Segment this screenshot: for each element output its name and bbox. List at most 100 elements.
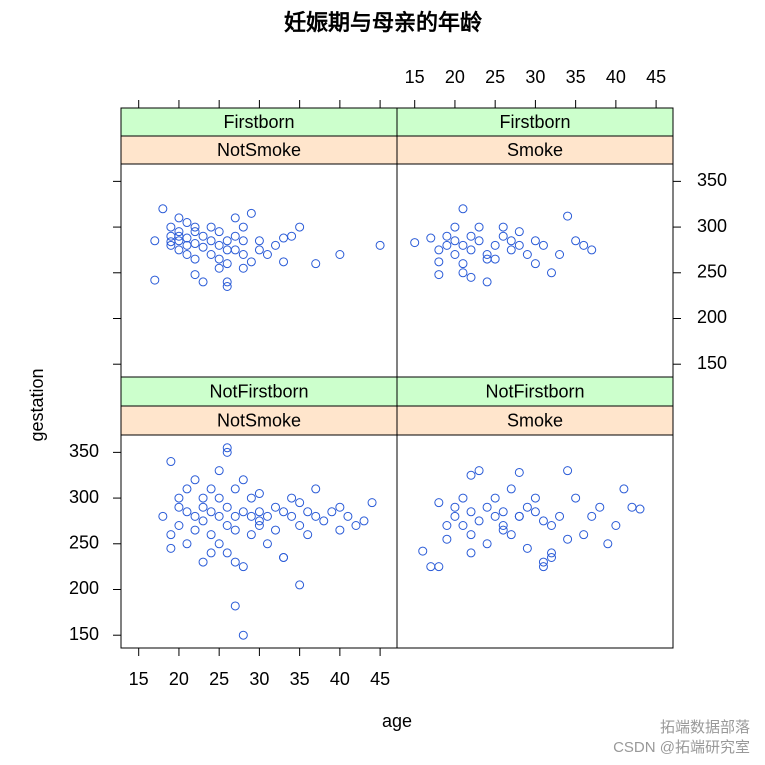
point (230, 213, 240, 223)
point (311, 511, 321, 521)
point (214, 539, 224, 549)
point (466, 507, 476, 517)
point (182, 250, 192, 260)
point (246, 511, 256, 521)
y-tick-label: 300 (69, 487, 99, 507)
point (466, 470, 476, 480)
y-tick-label: 350 (69, 441, 99, 461)
strip-label: NotFirstborn (209, 381, 308, 401)
point (182, 218, 192, 228)
point (238, 507, 248, 517)
point (254, 521, 264, 531)
point (458, 240, 468, 250)
point (466, 272, 476, 282)
point (166, 240, 176, 250)
point (434, 245, 444, 255)
point (442, 240, 452, 250)
point (490, 254, 500, 264)
point (458, 259, 468, 269)
panel-frame (396, 434, 674, 649)
strip (120, 376, 398, 407)
point (279, 552, 289, 562)
point (587, 511, 597, 521)
point (327, 507, 337, 517)
point (206, 222, 216, 232)
point (311, 259, 321, 269)
point (238, 263, 248, 273)
point (418, 546, 428, 556)
point (458, 493, 468, 503)
point (538, 240, 548, 250)
point (571, 493, 581, 503)
point (434, 562, 444, 572)
point (426, 562, 436, 572)
point (474, 516, 484, 526)
point (230, 245, 240, 255)
point (482, 277, 492, 287)
point (351, 521, 361, 531)
point (434, 498, 444, 508)
point (198, 231, 208, 241)
strip (396, 405, 674, 436)
point (230, 601, 240, 611)
point (222, 443, 232, 453)
point (206, 507, 216, 517)
point (546, 521, 556, 531)
point (190, 227, 200, 237)
x-tick-label: 35 (290, 669, 310, 689)
point (230, 231, 240, 241)
point (538, 557, 548, 567)
point (238, 475, 248, 485)
x-tick-label: 45 (370, 669, 390, 689)
strip-label: Smoke (507, 410, 563, 430)
point (174, 502, 184, 512)
y-tick-label: 200 (69, 578, 99, 598)
x-tick-label: 25 (209, 669, 229, 689)
x-tick-label: 40 (606, 67, 626, 87)
point (303, 530, 313, 540)
x-tick-label: 20 (445, 67, 465, 87)
point (522, 250, 532, 260)
point (319, 516, 329, 526)
point (270, 525, 280, 535)
point (434, 257, 444, 267)
point (482, 539, 492, 549)
point (442, 534, 452, 544)
point (563, 466, 573, 476)
point (222, 259, 232, 269)
point (498, 222, 508, 232)
point (190, 239, 200, 249)
point (546, 548, 556, 558)
point (254, 507, 264, 517)
y-tick-label: 200 (697, 307, 727, 327)
point (458, 521, 468, 531)
point (198, 516, 208, 526)
point (295, 222, 305, 232)
point (287, 511, 297, 521)
point (522, 502, 532, 512)
strip (120, 405, 398, 436)
point (579, 530, 589, 540)
point (450, 502, 460, 512)
point (238, 250, 248, 260)
point (182, 507, 192, 517)
point (230, 511, 240, 521)
point (498, 231, 508, 241)
x-tick-label: 45 (646, 67, 666, 87)
point (514, 511, 524, 521)
point (190, 270, 200, 280)
strip (396, 376, 674, 407)
x-tick-label: 40 (330, 669, 350, 689)
point (335, 502, 345, 512)
point (522, 543, 532, 553)
point (174, 245, 184, 255)
point (514, 227, 524, 237)
point (222, 548, 232, 558)
point (498, 525, 508, 535)
point (530, 236, 540, 246)
point (262, 250, 272, 260)
point (279, 257, 289, 267)
point (214, 263, 224, 273)
point (571, 236, 581, 246)
point (603, 539, 613, 549)
